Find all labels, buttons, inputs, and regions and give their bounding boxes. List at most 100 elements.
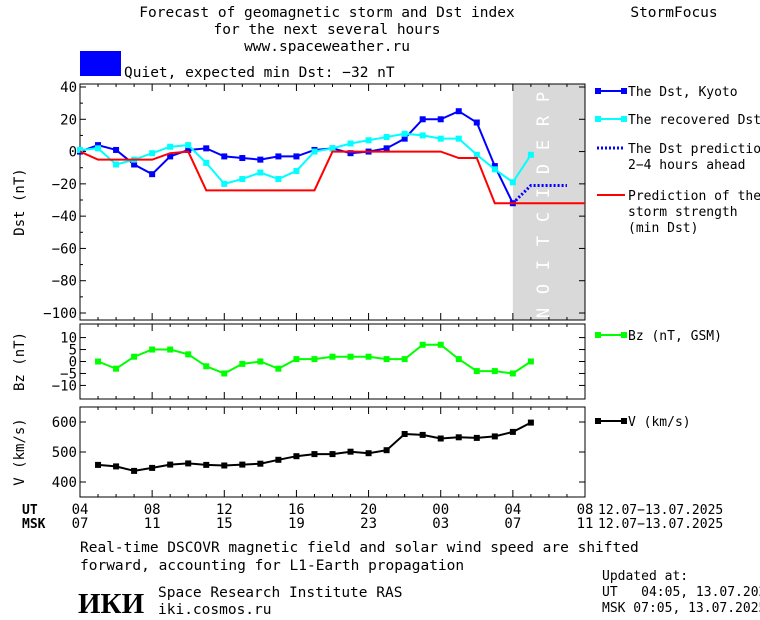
series-2-0-point — [401, 431, 408, 437]
series-0-1-point — [167, 143, 174, 150]
legend-item-1-marker — [595, 116, 601, 122]
series-0-2-line — [511, 183, 567, 205]
msk-axis-label: MSK — [22, 517, 46, 532]
org-site[interactable]: iki.cosmos.ru — [158, 602, 272, 618]
series-1-0-point — [239, 360, 246, 367]
series-0-1-point — [203, 159, 210, 166]
series-0-1-point — [95, 145, 102, 152]
y-axis-label: Dst (nT) — [12, 168, 28, 235]
series-0-3-line — [79, 150, 585, 205]
y-tick-label: 600 — [52, 415, 77, 431]
series-0-1-point — [149, 150, 156, 157]
ut-tick-label: 04 — [504, 502, 521, 518]
updated-label: Updated at: — [602, 569, 688, 584]
series-0-1-point — [401, 130, 408, 137]
msk-tick-label: 23 — [360, 516, 377, 532]
iki-logo: ИКИ — [78, 588, 145, 620]
legend-item-3-label: storm strength — [628, 205, 738, 220]
series-1-0-point — [527, 358, 534, 365]
y-tick-label: 0 — [69, 355, 77, 371]
series-0-0-point — [95, 142, 102, 149]
prediction-letter: O — [534, 284, 554, 294]
series-0-1-point — [311, 148, 318, 155]
dst-panel: P R E D I C T I O N 40 20 0 −20 −40 −60 −80 −100 Dst (nT) — [12, 80, 586, 322]
y-tick-label: −10 — [52, 378, 77, 394]
series-1-0-point — [257, 358, 264, 365]
series-2-0-line — [97, 421, 532, 472]
ut-tick-label: 08 — [144, 502, 161, 518]
series-1-0-point — [275, 365, 282, 372]
series-0-1-point — [257, 169, 264, 176]
y-tick-label: 10 — [60, 331, 77, 347]
series-1-0-point — [149, 346, 156, 353]
series-1-0-point — [455, 356, 462, 363]
series-0-1-point — [419, 132, 426, 139]
y-tick-label: 5 — [69, 343, 77, 359]
legend-item-3-label: (min Dst) — [628, 221, 698, 236]
ut-tick-label: 16 — [288, 502, 305, 518]
legend-item-5-marker — [621, 418, 627, 424]
prediction-letter: E — [534, 140, 554, 150]
prediction-letter: C — [534, 212, 554, 222]
panel-frame — [79, 83, 586, 321]
prediction-region — [512, 84, 585, 320]
series-1-0-point — [365, 353, 372, 360]
series-0-1-point — [275, 176, 282, 183]
msk-tick-label: 07 — [72, 516, 89, 532]
series-0-1-point — [185, 142, 192, 149]
legend-item-3-label: Prediction of the — [628, 189, 760, 204]
legend-item-5-marker — [595, 418, 601, 424]
y-axis-label: Bz (nT) — [12, 332, 28, 391]
y-axis-label: V (km/s) — [12, 418, 28, 485]
series-0-1-point — [455, 135, 462, 142]
series-2-0-point — [257, 460, 264, 467]
legend-item-4-label: Bz (nT, GSM) — [628, 329, 722, 344]
y-tick-label: −5 — [60, 366, 77, 382]
series-2-0-point — [347, 448, 354, 455]
site-url[interactable]: www.spaceweather.ru — [244, 39, 410, 55]
updated-msk: MSK 07:05, 13.07.2025 — [602, 601, 760, 616]
ut-tick-label: 04 — [72, 502, 89, 518]
speed-panel: 600 500 400 V (km/s) — [12, 406, 586, 498]
legend-item-1-marker — [621, 116, 627, 122]
legend-item-4-marker — [595, 332, 601, 338]
legend-item-5-label: V (km/s) — [628, 415, 691, 430]
series-1-0-point — [95, 358, 102, 365]
series-2-0-point — [365, 450, 372, 457]
series-0-1-point — [509, 179, 516, 186]
series-0-0-point — [221, 153, 228, 160]
ut-tick-label: 08 — [577, 502, 594, 518]
series-2-0-point — [491, 433, 498, 440]
series-0-1-point — [437, 135, 444, 142]
prediction-letter: I — [534, 260, 554, 270]
series-0-1-point — [383, 134, 390, 141]
ut-tick-label: 20 — [360, 502, 377, 518]
msk-tick-label: 15 — [216, 516, 233, 532]
series-2-0-point — [167, 461, 174, 468]
series-0-0-point — [167, 153, 174, 160]
series-2-0-point — [329, 451, 336, 458]
series-1-0-point — [311, 356, 318, 363]
series-2-0-point — [293, 453, 300, 460]
time-axis-labels: UT MSK 12.07−13.07.2025 12.07−13.07.2025… — [22, 502, 723, 532]
series-1-0-point — [167, 346, 174, 353]
series-0-0-point — [473, 119, 480, 126]
msk-date-range: 12.07−13.07.2025 — [598, 517, 723, 532]
footer-note-line2: forward, accounting for L1-Earth propaga… — [80, 558, 464, 574]
series-2-0-point — [437, 435, 444, 442]
series-1-0-point — [437, 341, 444, 348]
legend-item-0-label: The Dst, Kyoto — [628, 85, 738, 100]
series-0-0-point — [383, 145, 390, 152]
series-2-0-point — [149, 464, 156, 471]
series-0-0-point — [401, 135, 408, 142]
series-1-0-point — [329, 353, 336, 360]
series-0-0-point — [203, 145, 210, 152]
brand-name: StormFocus — [630, 5, 717, 21]
y-tick-label: −80 — [52, 274, 77, 290]
series-2-0-point — [203, 461, 210, 468]
y-tick-label: 500 — [52, 445, 77, 461]
series-0-1-point — [293, 167, 300, 174]
series-0-1-point — [527, 151, 534, 158]
